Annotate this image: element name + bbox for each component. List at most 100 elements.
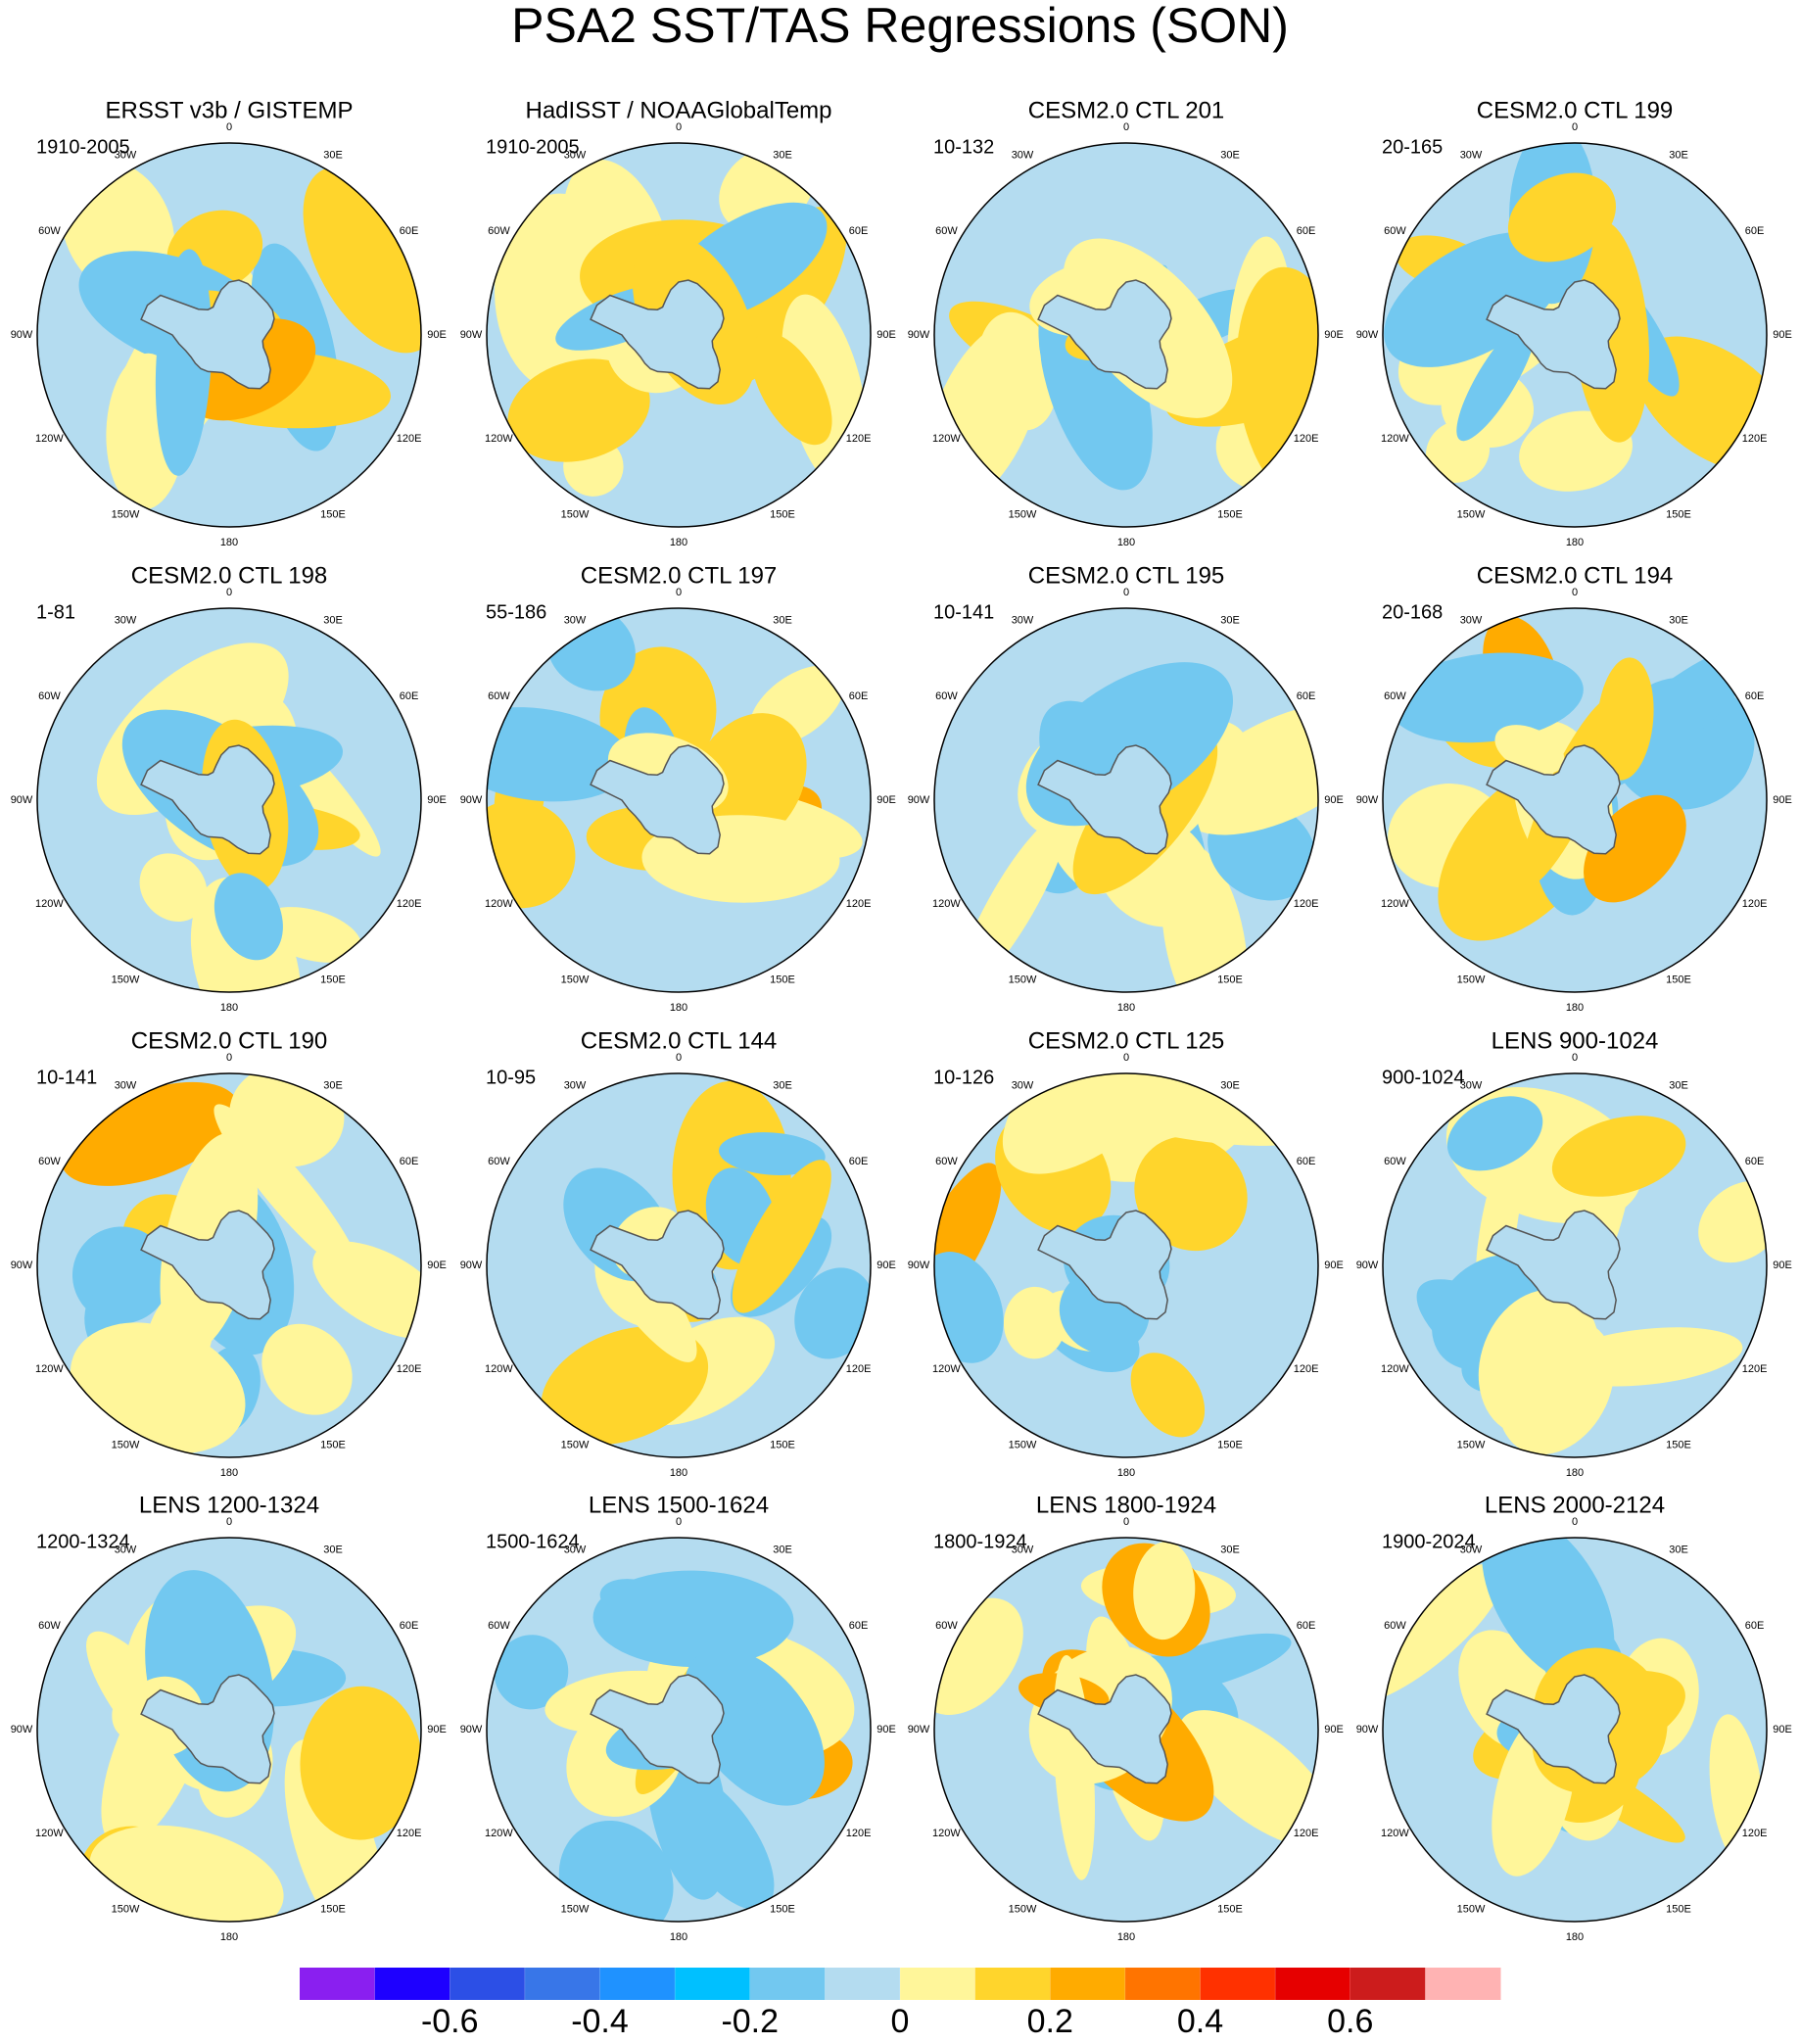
colorbar-box bbox=[749, 1968, 826, 2000]
panel-period: 1500-1624 bbox=[486, 1531, 580, 1552]
map-border bbox=[36, 1072, 422, 1458]
longitude-label: 120E bbox=[397, 1828, 422, 1839]
panel-period: 900-1024 bbox=[1382, 1067, 1465, 1088]
antarctica-outline bbox=[140, 1674, 275, 1784]
longitude-label: 150W bbox=[1457, 509, 1486, 521]
longitude-label: 90E bbox=[1773, 1260, 1792, 1271]
longitude-label: 90W bbox=[11, 794, 33, 806]
longitude-label: 60E bbox=[1297, 1156, 1316, 1167]
anomaly-region bbox=[1596, 657, 1654, 781]
anomaly-region bbox=[1134, 1136, 1248, 1252]
anomaly-region bbox=[1482, 1538, 1615, 1685]
longitude-label: 30E bbox=[1669, 1079, 1688, 1091]
panel-title: LENS 1200-1324 bbox=[139, 1492, 319, 1518]
colorbar-tick-label: 0.6 bbox=[1327, 2003, 1373, 2040]
longitude-label: 30E bbox=[323, 149, 343, 161]
map-panel bbox=[37, 1073, 421, 1457]
longitude-label: 180 bbox=[220, 1002, 238, 1014]
map-border bbox=[36, 142, 422, 528]
anomaly-region bbox=[794, 1267, 871, 1359]
panel-title: LENS 1800-1924 bbox=[1036, 1492, 1216, 1518]
anomaly-region bbox=[213, 873, 283, 961]
anomaly-region bbox=[750, 332, 832, 446]
longitude-label: 0 bbox=[226, 121, 232, 133]
longitude-label: 120W bbox=[35, 433, 64, 445]
longitude-label: 90W bbox=[908, 329, 930, 341]
anomaly-region bbox=[300, 1686, 421, 1840]
colorbar-box bbox=[450, 1968, 526, 2000]
longitude-label: 180 bbox=[220, 537, 238, 548]
longitude-label: 150W bbox=[112, 974, 140, 986]
longitude-label: 30W bbox=[1460, 1079, 1483, 1091]
map-panel bbox=[487, 1538, 871, 1922]
colorbar-box bbox=[1425, 1968, 1501, 2000]
longitude-label: 180 bbox=[1117, 1467, 1135, 1479]
longitude-label: 30W bbox=[564, 1544, 587, 1555]
longitude-label: 0 bbox=[226, 1052, 232, 1064]
longitude-label: 0 bbox=[226, 587, 232, 598]
map-panel bbox=[1383, 1073, 1767, 1457]
anomaly-region bbox=[718, 1132, 826, 1175]
longitude-label: 60E bbox=[1745, 225, 1765, 237]
anomaly-region bbox=[1446, 1096, 1543, 1171]
longitude-label: 30W bbox=[1012, 1079, 1034, 1091]
longitude-label: 120E bbox=[846, 1363, 872, 1375]
longitude-label: 120W bbox=[35, 1828, 64, 1839]
map-panel bbox=[934, 608, 1318, 992]
longitude-label: 90E bbox=[876, 794, 896, 806]
longitude-label: 150E bbox=[1217, 1904, 1243, 1916]
longitude-label: 90W bbox=[11, 329, 33, 341]
map-border bbox=[486, 142, 872, 528]
longitude-label: 120W bbox=[1381, 1363, 1409, 1375]
longitude-label: 150E bbox=[320, 509, 346, 521]
longitude-label: 120E bbox=[1742, 433, 1768, 445]
longitude-label: 30E bbox=[1669, 1544, 1688, 1555]
map-border bbox=[486, 1537, 872, 1923]
longitude-label: 150W bbox=[1009, 509, 1037, 521]
longitude-label: 90W bbox=[11, 1724, 33, 1735]
longitude-label: 60W bbox=[488, 1620, 510, 1632]
longitude-label: 30E bbox=[773, 149, 792, 161]
longitude-label: 180 bbox=[1117, 1002, 1135, 1014]
map-border bbox=[933, 1537, 1319, 1923]
figure-title: PSA2 SST/TAS Regressions (SON) bbox=[511, 0, 1289, 53]
longitude-label: 60E bbox=[1745, 1156, 1765, 1167]
colorbar-box bbox=[1275, 1968, 1351, 2000]
colorbar-box bbox=[300, 1968, 376, 2000]
longitude-label: 180 bbox=[1117, 1931, 1135, 1943]
panel-title: CESM2.0 CTL 195 bbox=[1028, 562, 1225, 589]
panel-period: 1910-2005 bbox=[36, 136, 130, 158]
colorbar-box bbox=[1350, 1968, 1426, 2000]
longitude-label: 30W bbox=[1460, 1544, 1483, 1555]
longitude-label: 180 bbox=[1566, 1002, 1584, 1014]
panel-title: CESM2.0 CTL 197 bbox=[581, 562, 778, 589]
longitude-label: 60E bbox=[849, 1620, 869, 1632]
longitude-label: 30E bbox=[1220, 1544, 1240, 1555]
antarctica-outline bbox=[1486, 279, 1621, 390]
panel-title: CESM2.0 CTL 201 bbox=[1028, 97, 1225, 123]
anomaly-region bbox=[1507, 172, 1617, 262]
longitude-label: 30E bbox=[1669, 614, 1688, 626]
map-panel bbox=[1383, 143, 1767, 527]
longitude-label: 90W bbox=[1356, 329, 1379, 341]
anomaly-region bbox=[303, 166, 421, 354]
anomaly-region bbox=[1130, 1353, 1206, 1438]
longitude-label: 90W bbox=[460, 1260, 483, 1271]
panel-title: CESM2.0 CTL 194 bbox=[1477, 562, 1674, 589]
colorbar-tick-label: -0.4 bbox=[571, 2003, 629, 2040]
panel-period: 1910-2005 bbox=[486, 136, 580, 158]
panel-period: 10-132 bbox=[933, 136, 994, 158]
anomaly-region bbox=[494, 1635, 569, 1710]
longitude-label: 120E bbox=[1294, 433, 1319, 445]
antarctica-outline bbox=[1486, 744, 1621, 855]
map-border bbox=[933, 607, 1319, 993]
longitude-label: 30W bbox=[1012, 1544, 1034, 1555]
longitude-label: 120E bbox=[846, 1828, 872, 1839]
longitude-label: 60W bbox=[38, 1620, 61, 1632]
map-panel bbox=[934, 143, 1318, 527]
longitude-label: 30W bbox=[564, 149, 587, 161]
colorbar-box bbox=[900, 1968, 976, 2000]
longitude-label: 60E bbox=[1297, 225, 1316, 237]
longitude-label: 150E bbox=[1217, 974, 1243, 986]
map-border bbox=[486, 1072, 872, 1458]
